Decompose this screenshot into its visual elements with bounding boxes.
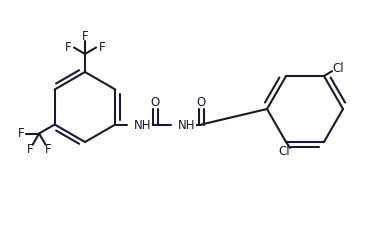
Text: Cl: Cl <box>278 146 290 158</box>
Text: F: F <box>99 41 105 54</box>
Text: F: F <box>27 143 33 155</box>
Text: F: F <box>65 41 71 54</box>
Text: O: O <box>197 96 206 109</box>
Text: F: F <box>18 127 24 140</box>
Text: O: O <box>151 96 160 109</box>
Text: NH: NH <box>135 119 152 132</box>
Text: F: F <box>45 143 51 155</box>
Text: Cl: Cl <box>332 62 344 75</box>
Text: NH: NH <box>178 119 196 132</box>
Text: F: F <box>82 29 88 42</box>
